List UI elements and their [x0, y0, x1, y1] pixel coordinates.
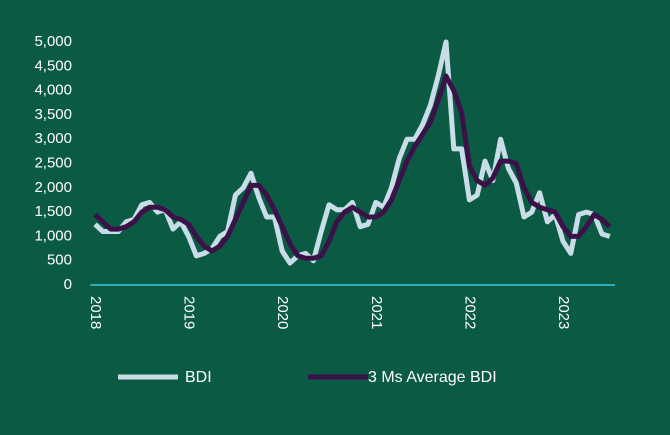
x-tick-label: 2022 — [461, 296, 478, 329]
y-tick-label: 4,000 — [34, 82, 72, 99]
series-line — [93, 73, 612, 261]
y-tick-label: 1,500 — [34, 203, 72, 220]
y-tick-label: 2,000 — [34, 179, 72, 196]
y-tick-label: 2,500 — [34, 154, 72, 171]
y-tick-label: 1,000 — [34, 227, 72, 244]
x-tick-label: 2018 — [87, 296, 104, 329]
y-tick-label: 3,000 — [34, 130, 72, 147]
y-tick-label: 0 — [64, 276, 72, 293]
y-tick-label: 3,500 — [34, 106, 72, 123]
legend-label: 3 Ms Average BDI — [368, 369, 497, 386]
x-tick-label: 2021 — [368, 296, 385, 329]
y-tick-label: 5,000 — [34, 33, 72, 50]
legend-label: BDI — [185, 369, 212, 386]
y-tick-label: 4,500 — [34, 57, 72, 74]
x-tick-label: 2020 — [274, 296, 291, 329]
x-tick-label: 2019 — [181, 296, 198, 329]
y-tick-label: 500 — [47, 252, 72, 269]
x-tick-label: 2023 — [555, 296, 572, 329]
